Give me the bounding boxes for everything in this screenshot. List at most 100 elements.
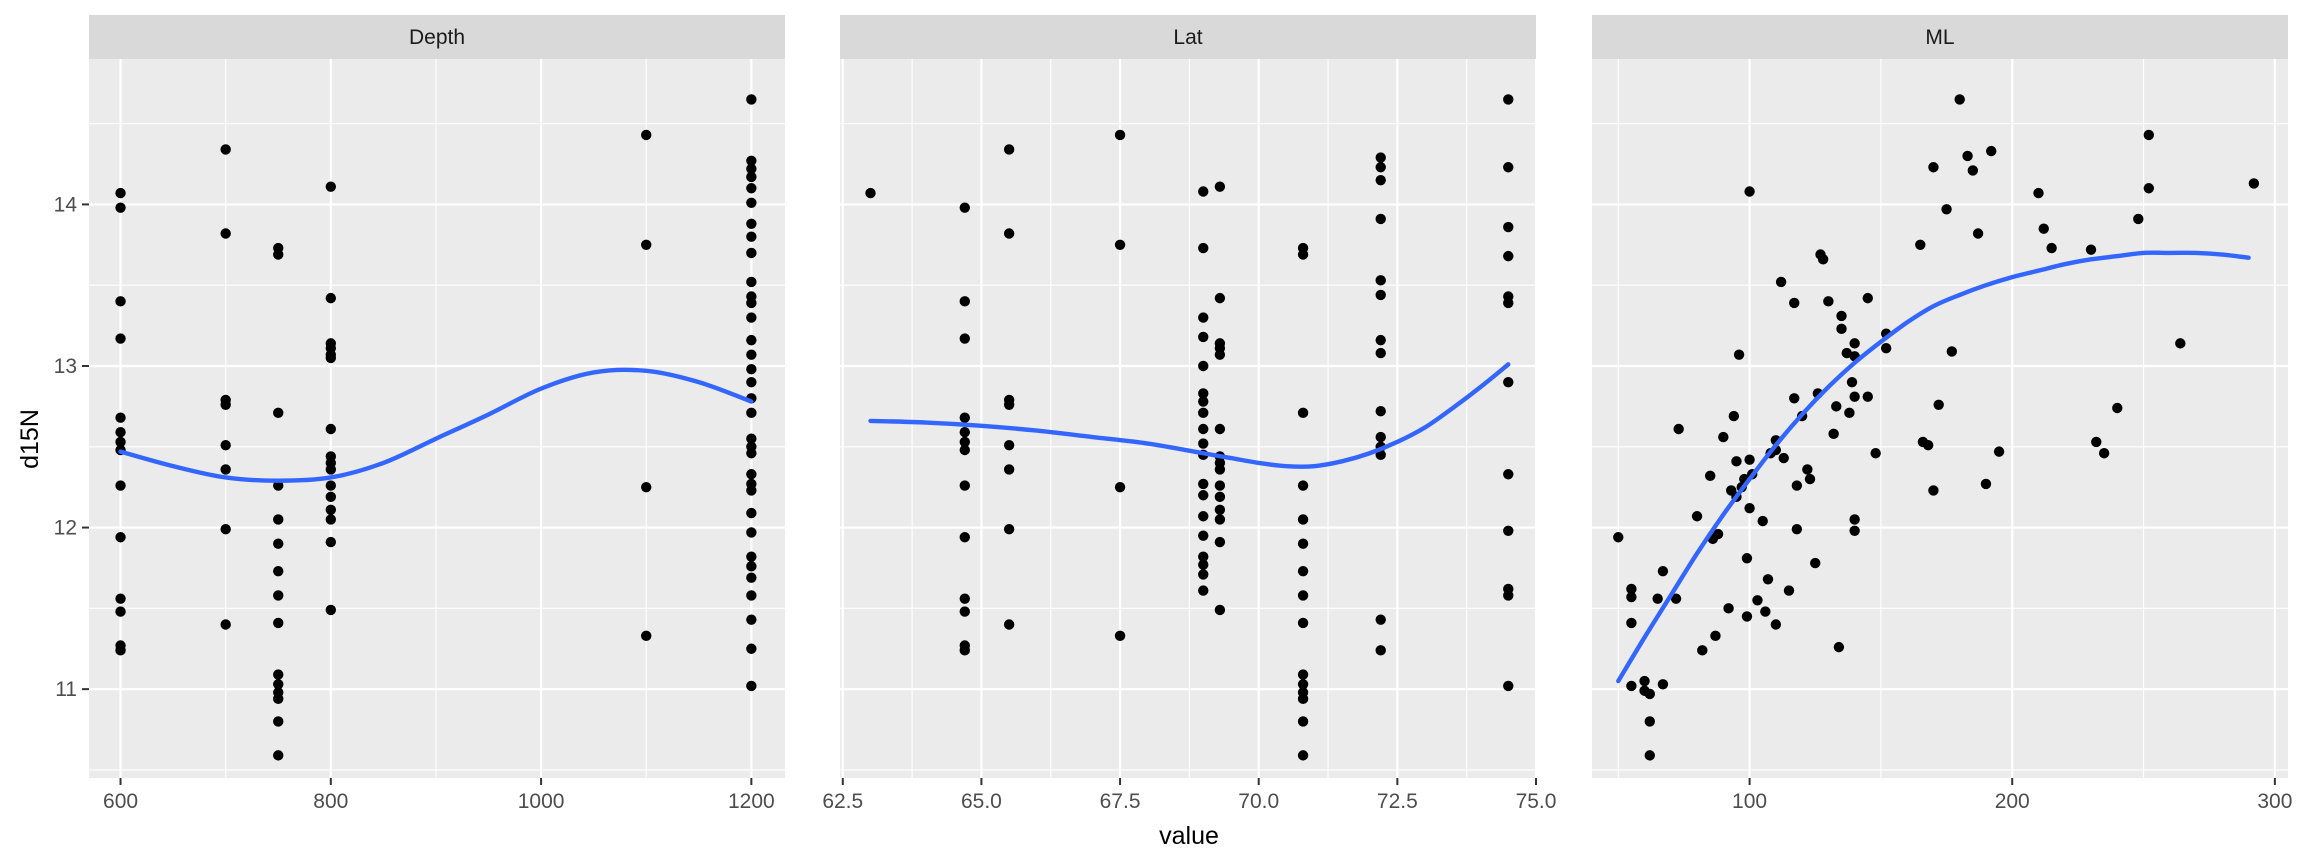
data-point	[746, 448, 757, 459]
data-point	[1831, 401, 1842, 412]
data-point	[746, 364, 757, 375]
data-point	[1870, 448, 1881, 459]
data-point	[1198, 490, 1209, 501]
data-point	[1626, 591, 1637, 603]
data-point	[1297, 716, 1309, 727]
data-point	[1375, 645, 1386, 656]
y-tick-label: 12	[54, 517, 77, 540]
data-point	[325, 504, 337, 515]
facet-strip-label: Depth	[409, 26, 465, 49]
data-point	[1375, 406, 1386, 417]
facet-panel-depth: Depth 600 800 1000 1200	[89, 15, 785, 813]
data-point	[1503, 162, 1514, 173]
data-point	[1375, 334, 1386, 346]
data-point	[2046, 242, 2057, 254]
facet-strip-label: ML	[1925, 26, 1954, 49]
data-point	[1986, 145, 1997, 157]
data-point	[641, 239, 652, 251]
data-point	[1503, 94, 1514, 105]
data-point	[1003, 439, 1015, 451]
data-point	[1198, 585, 1209, 596]
data-point	[2175, 338, 2186, 349]
data-point	[1704, 470, 1716, 482]
data-point	[1297, 693, 1309, 705]
data-point	[959, 532, 970, 543]
data-point	[1198, 478, 1209, 490]
data-point	[1198, 186, 1209, 197]
data-point	[746, 507, 757, 519]
data-point	[1967, 165, 1979, 176]
data-point	[1728, 410, 1740, 422]
data-point	[1198, 331, 1209, 343]
data-point	[1849, 338, 1860, 349]
data-point	[746, 197, 757, 208]
data-point	[1862, 292, 1873, 304]
data-point	[115, 187, 126, 199]
data-point	[1741, 553, 1753, 564]
data-point	[1657, 565, 1669, 577]
data-point	[1297, 480, 1309, 491]
data-point	[746, 561, 757, 572]
data-point	[1375, 152, 1386, 163]
data-point	[1783, 585, 1795, 596]
data-point	[1993, 446, 2005, 457]
data-point	[1712, 528, 1724, 540]
data-point	[1297, 750, 1309, 761]
data-point	[115, 532, 126, 543]
data-point	[1375, 213, 1386, 225]
data-point	[1841, 347, 1852, 359]
data-point	[746, 297, 757, 309]
data-point	[1639, 675, 1650, 687]
data-point	[1003, 464, 1015, 475]
data-point	[746, 231, 757, 242]
data-point	[2133, 213, 2144, 225]
data-point	[746, 469, 757, 480]
data-point	[1933, 399, 1944, 410]
data-point	[220, 464, 231, 475]
x-tick-label: 100	[1732, 790, 1767, 813]
data-point	[1198, 551, 1209, 562]
panel-background	[1592, 59, 2288, 778]
x-tick-label: 1200	[728, 790, 775, 813]
data-point	[1823, 296, 1834, 307]
data-point	[959, 296, 970, 307]
data-point	[1946, 346, 1958, 357]
data-point	[273, 693, 284, 705]
data-point	[1214, 292, 1226, 304]
data-point	[1503, 525, 1514, 536]
data-point	[1775, 276, 1787, 288]
data-point	[1375, 431, 1386, 443]
data-point	[273, 480, 284, 491]
data-point	[1718, 431, 1729, 443]
data-point	[220, 144, 231, 155]
data-point	[1723, 603, 1734, 614]
data-point	[1503, 469, 1514, 480]
data-point	[1928, 485, 1939, 496]
data-point	[273, 538, 284, 549]
data-point	[1297, 407, 1309, 419]
x-tick-label: 600	[103, 790, 138, 813]
x-tick-label: 65.0	[961, 790, 1002, 813]
data-point	[1789, 393, 1800, 404]
data-point	[1003, 523, 1015, 535]
data-point	[959, 436, 970, 448]
panel-background	[840, 59, 1536, 778]
data-point	[641, 129, 652, 141]
data-point	[1375, 614, 1386, 625]
data-point	[1941, 204, 1952, 215]
data-point	[1626, 583, 1637, 595]
facet-strip	[840, 15, 1536, 59]
data-point	[1626, 617, 1637, 629]
data-point	[1214, 504, 1226, 515]
data-point	[325, 491, 337, 503]
data-point	[746, 433, 757, 444]
data-point	[1503, 376, 1514, 388]
data-point	[959, 412, 970, 423]
data-point	[325, 423, 337, 435]
data-point	[1375, 289, 1386, 301]
data-point	[1214, 464, 1226, 475]
smooth-trend-line	[868, 362, 1511, 469]
data-point	[746, 614, 757, 625]
data-point	[1214, 491, 1226, 503]
data-point	[1673, 423, 1684, 435]
